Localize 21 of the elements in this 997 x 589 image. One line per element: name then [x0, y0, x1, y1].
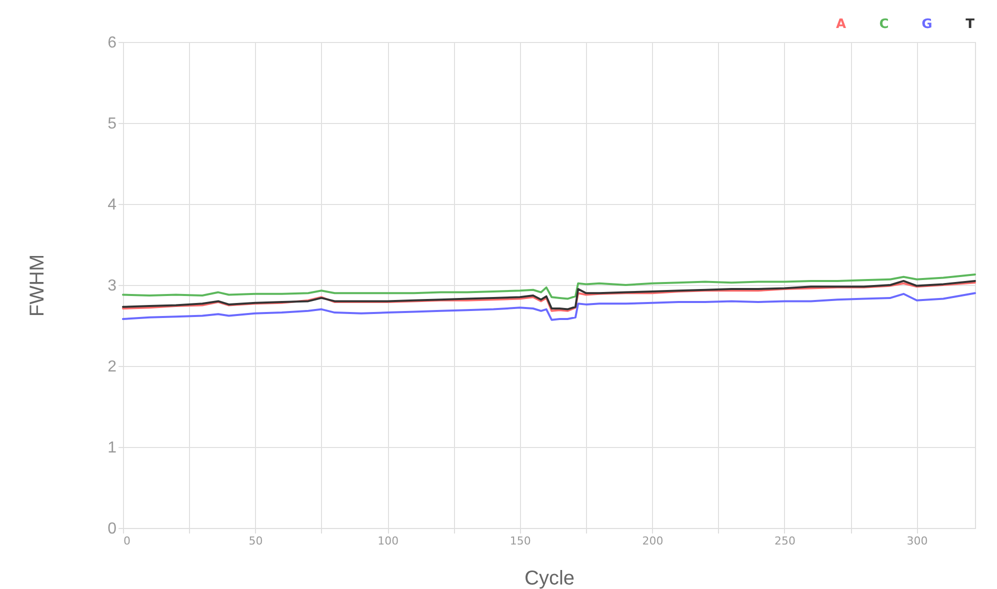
y-axis-title: FWHM	[26, 254, 49, 317]
x-tick-label: 150	[510, 534, 531, 548]
line-series	[122, 273, 976, 300]
x-tick-label: 300	[906, 534, 928, 548]
x-tick-label: 200	[642, 534, 664, 548]
text: A	[836, 17, 846, 32]
y-tick-label: 3	[108, 278, 117, 294]
x-tick-label: 100	[378, 534, 399, 548]
x-tick-label: 250	[774, 534, 796, 548]
y-tick-label: 4	[108, 196, 117, 214]
x-tick-label: 50	[248, 534, 263, 548]
text: T	[966, 17, 975, 32]
line-series	[122, 292, 976, 321]
y-tick-label: 1	[108, 440, 117, 456]
text: G	[922, 17, 932, 32]
x-axis-title: Cycle	[524, 568, 575, 589]
text: C	[879, 17, 889, 32]
y-tick-label: 5	[108, 116, 117, 132]
y-tick-label: 6	[108, 34, 117, 52]
x-tick-label: 0	[124, 534, 130, 548]
y-tick-label: 2	[108, 358, 117, 376]
